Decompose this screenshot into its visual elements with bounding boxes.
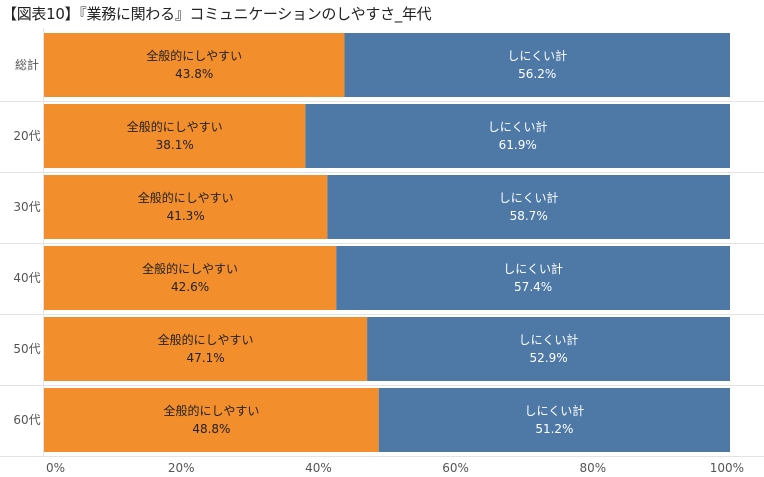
bar-series-label: しにくい計 <box>503 261 563 276</box>
category-label: 50代 <box>13 342 40 356</box>
bar-series-label: 全般的にしやすい <box>146 48 242 63</box>
bar-segment-easy <box>44 317 368 381</box>
bar-series-label: しにくい計 <box>499 190 559 205</box>
bar-value-label: 51.2% <box>535 422 573 436</box>
bar-value-label: 57.4% <box>514 280 552 294</box>
category-label: 60代 <box>13 413 40 427</box>
bar-segment-hard <box>344 33 730 97</box>
bars-group: 全般的にしやすい 43.8% しにくい計 56.2% 全般的にしやすい 38.1% しにくい… <box>44 33 730 452</box>
bar-segment-easy <box>44 388 379 452</box>
bar-series-label: 全般的にしやすい <box>163 403 259 418</box>
bar-series-label: 全般的にしやすい <box>158 332 254 347</box>
bar-value-label: 41.3% <box>167 209 205 223</box>
category-label: 30代 <box>13 200 40 214</box>
bar-segment-hard <box>378 388 730 452</box>
x-tick-label: 100% <box>710 461 744 475</box>
bar-segment-hard <box>367 317 730 381</box>
chart-title: 【図表10】『業務に関わる』コミュニケーションのしやすさ_年代 <box>2 5 432 23</box>
bar-value-label: 48.8% <box>192 422 230 436</box>
bar-segment-hard <box>336 246 730 310</box>
bar-series-label: 全般的にしやすい <box>142 261 238 276</box>
bar-series-label: しにくい計 <box>519 332 579 347</box>
bar-value-label: 47.1% <box>186 351 224 365</box>
category-label: 40代 <box>13 271 40 285</box>
x-tick-label: 20% <box>168 461 195 475</box>
bar-series-label: しにくい計 <box>488 119 548 134</box>
bar-value-label: 56.2% <box>518 67 556 81</box>
bar-series-label: 全般的にしやすい <box>127 119 223 134</box>
bar-segment-easy <box>44 175 328 239</box>
bar-value-label: 61.9% <box>499 138 537 152</box>
x-tick-label: 60% <box>442 461 469 475</box>
bar-value-label: 43.8% <box>175 67 213 81</box>
bar-series-label: しにくい計 <box>507 48 567 63</box>
bar-segment-hard <box>327 175 730 239</box>
bar-value-label: 52.9% <box>529 351 567 365</box>
x-tick-label: 80% <box>579 461 606 475</box>
x-axis: 0% 20% 40% 60% 80% 100% <box>46 461 744 475</box>
bar-segment-hard <box>305 104 730 168</box>
bar-value-label: 42.6% <box>171 280 209 294</box>
bar-segment-easy <box>44 104 306 168</box>
category-labels: 総計 20代 30代 40代 50代 60代 <box>13 57 40 427</box>
bar-series-label: 全般的にしやすい <box>138 190 234 205</box>
bar-value-label: 38.1% <box>156 138 194 152</box>
category-label: 20代 <box>13 129 40 143</box>
x-tick-label: 40% <box>305 461 332 475</box>
bar-value-label: 58.7% <box>510 209 548 223</box>
bar-segment-easy <box>44 33 345 97</box>
x-tick-label: 0% <box>46 461 65 475</box>
bar-series-label: しにくい計 <box>525 403 585 418</box>
row-separators <box>0 28 764 457</box>
bar-segment-easy <box>44 246 337 310</box>
category-label: 総計 <box>15 57 39 72</box>
